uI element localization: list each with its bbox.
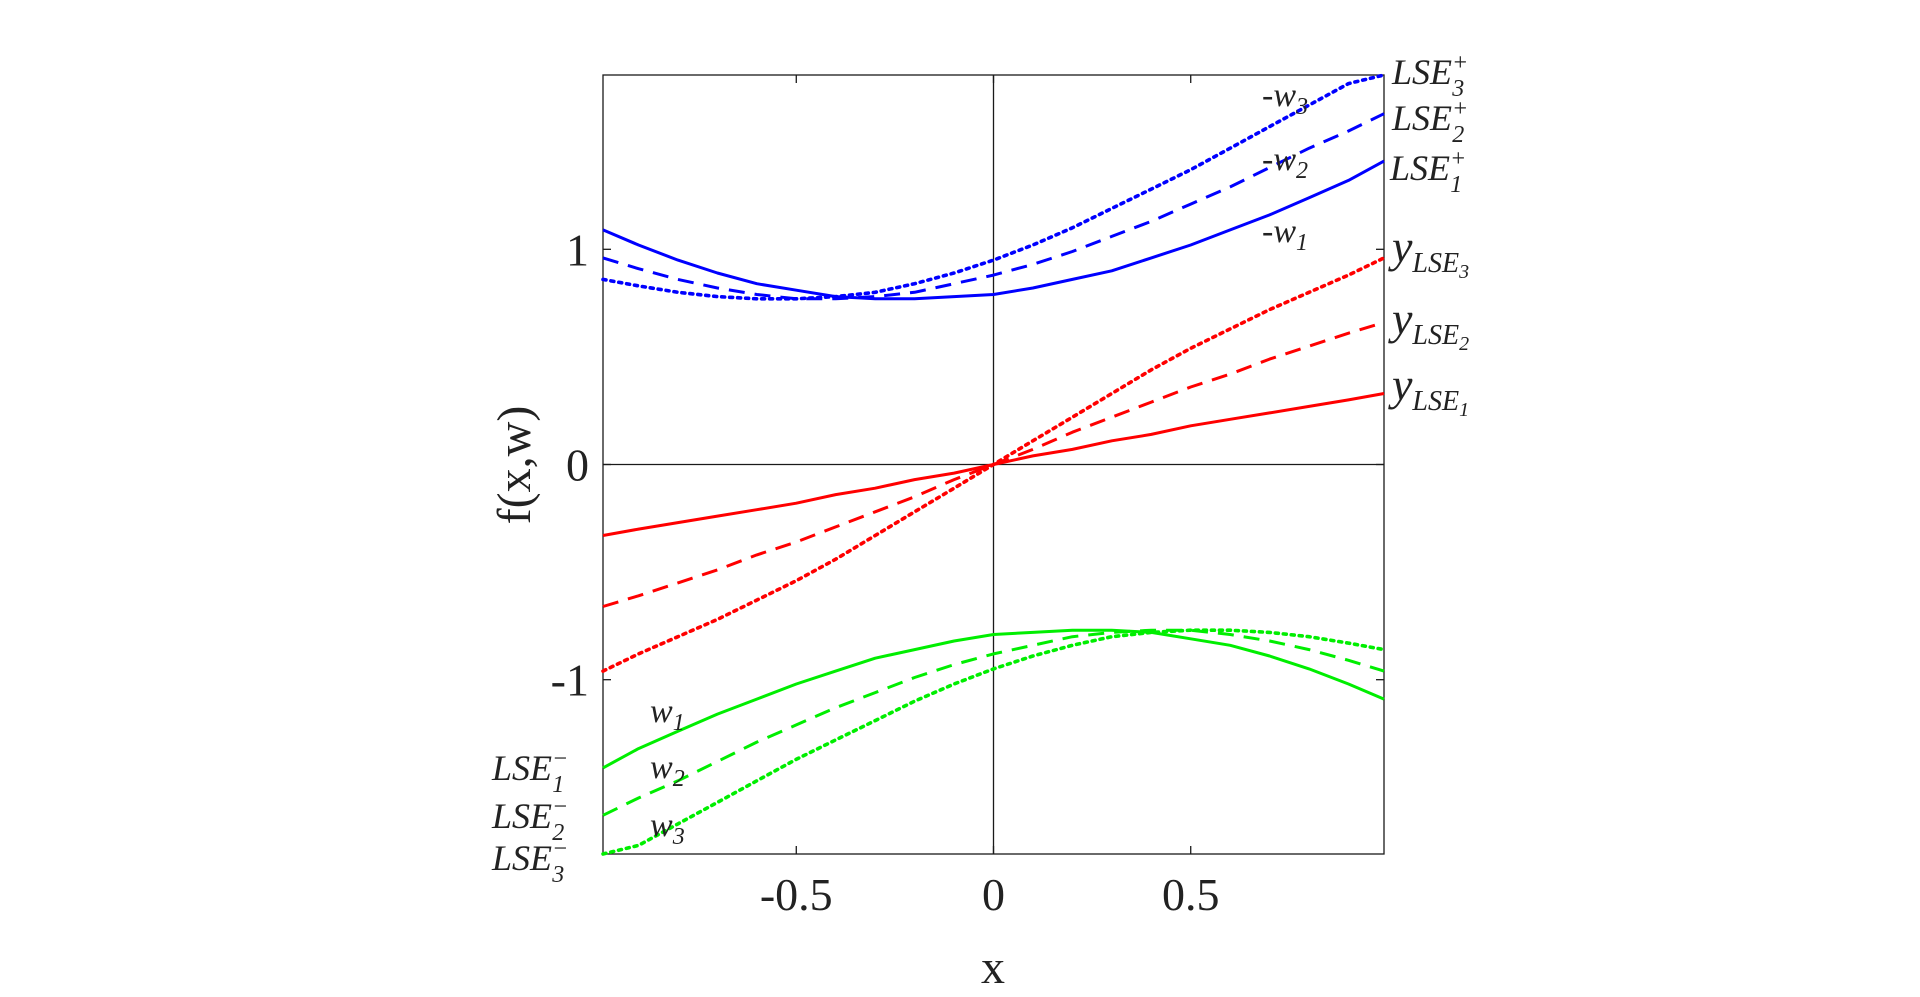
label-neg-w3-base: -w [1262,77,1296,114]
label-lse3-plus-sub: 3 [1451,76,1464,102]
label-y-lse3-sub: LSE [1411,248,1459,279]
label-lse1-plus-base: LSE [1389,148,1450,188]
label-lse3-plus-base: LSE [1391,52,1452,92]
label-lse3-minus-sub: 3 [551,862,564,888]
label-lse1-plus-sub: 1 [1450,172,1462,198]
label-lse3-plus: LSE+ 3 [1391,50,1468,102]
label-y-lse3: yLSE3 [1388,221,1469,283]
label-y-lse3-subsub: 3 [1458,261,1469,283]
label-y-lse2-sub: LSE [1411,320,1459,351]
label-w2: w2 [650,749,685,792]
label-y-lse1-subsub: 1 [1459,399,1469,421]
label-lse3-minus-sup: − [552,836,568,862]
label-lse3-minus-base: LSE [491,838,552,878]
label-neg-w1-base: -w [1262,213,1296,250]
label-lse1-minus: LSE− 1 [491,746,568,798]
label-y-lse2: yLSE2 [1388,293,1469,355]
series-line-lse2-plus [602,112,1385,301]
series-line-ylse3 [601,256,1386,673]
label-w3-sub: 3 [672,824,685,850]
label-lse2-minus-base: LSE [491,796,552,836]
label-lse2-plus-sub: 2 [1452,122,1464,148]
label-y-lse1: yLSE1 [1388,359,1469,421]
label-w1: w1 [650,693,685,736]
label-lse2-plus-base: LSE [1391,98,1452,138]
label-lse2-plus-sup: + [1452,96,1468,122]
label-neg-w3: -w3 [1262,77,1308,120]
x-tick-label: 0 [982,869,1005,920]
label-lse3-plus-sup: + [1452,50,1468,76]
x-axis-label: x [981,941,1005,994]
label-neg-w2: -w2 [1262,141,1308,184]
label-neg-w1-sub: 1 [1296,230,1308,256]
x-tick-label: 0.5 [1162,869,1220,920]
y-tick-label: 1 [566,224,589,275]
label-lse2-plus: LSE+ 2 [1391,96,1468,148]
label-neg-w2-sub: 2 [1296,158,1308,184]
series-line-ylse2 [602,321,1385,608]
label-neg-w2-base: -w [1262,141,1296,178]
y-tick-label: -1 [551,655,589,706]
label-lse2-minus: LSE− 2 [491,794,568,846]
ticks-group: -0.5 0 0.5 -1 0 1 [551,75,1384,920]
label-lse3-minus: LSE− 3 [491,836,568,888]
label-w1-base: w [650,693,673,730]
label-w2-sub: 2 [673,766,685,792]
label-lse1-minus-sub: 1 [552,772,564,798]
series-line-lse2-minus [602,628,1385,817]
label-y-lse2-subsub: 2 [1459,333,1469,355]
label-neg-w3-sub: 3 [1295,94,1308,120]
y-axis-label: f(x,w) [488,406,541,525]
series-line-lse1-plus [602,159,1385,301]
x-tick-label: -0.5 [760,869,833,920]
series-line-lse3-plus [601,73,1386,301]
label-w3-base: w [650,807,673,844]
label-w3: w3 [650,807,685,850]
label-y-lse3-base: y [1388,221,1413,272]
label-lse1-minus-base: LSE [491,748,552,788]
label-y-lse1-base: y [1388,359,1413,410]
label-neg-w1: -w1 [1262,213,1308,256]
label-w2-base: w [650,749,673,786]
label-lse1-plus: LSE+ 1 [1389,146,1466,198]
label-y-lse2-base: y [1388,293,1413,344]
label-w1-sub: 1 [673,710,685,736]
curves-group [601,73,1386,856]
label-lse2-minus-sup: − [552,794,568,820]
series-line-lse3-minus [601,628,1386,856]
y-tick-label: 0 [566,440,589,491]
label-y-lse1-sub: LSE [1411,386,1459,417]
label-lse1-minus-sup: − [552,746,568,772]
series-line-lse1-minus [602,628,1385,770]
label-lse2-minus-sub: 2 [552,820,564,846]
label-lse1-plus-sup: + [1450,146,1466,172]
